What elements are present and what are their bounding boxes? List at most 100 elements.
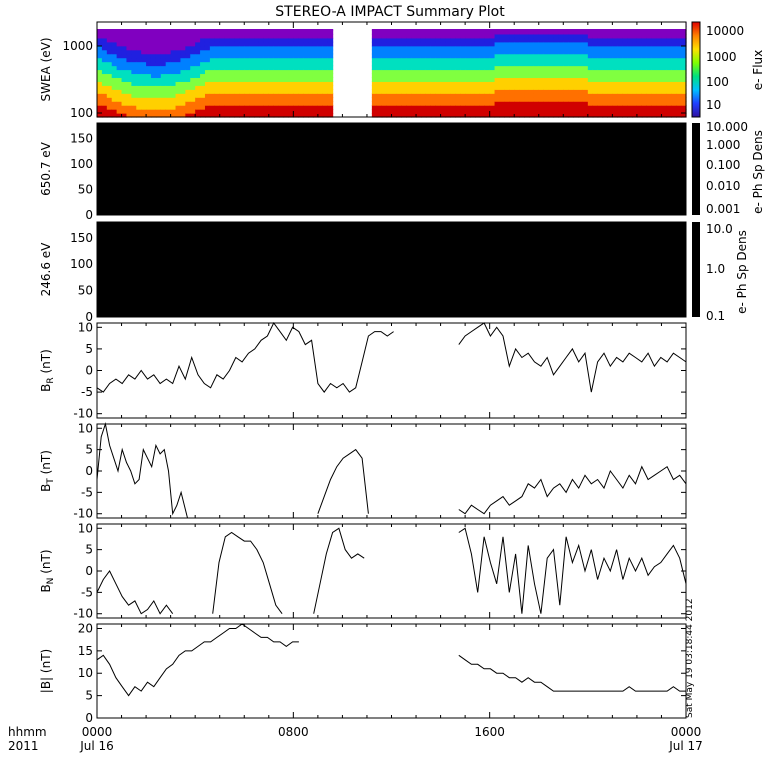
swea-cell — [509, 53, 515, 59]
swea-cell — [234, 65, 240, 71]
swea-cell — [200, 53, 206, 59]
swea-cell — [224, 77, 231, 82]
swea-cell — [278, 113, 285, 118]
swea-cell — [671, 41, 677, 47]
swea-cell — [288, 89, 294, 94]
swea-cell — [146, 33, 152, 39]
swea-cell — [214, 81, 221, 86]
swea-cell — [470, 37, 476, 43]
swea-cell — [671, 69, 677, 75]
swea-cell — [582, 73, 589, 79]
swea-cell — [190, 97, 196, 102]
swea-cell — [381, 29, 388, 35]
swea-cell — [254, 65, 260, 71]
swea-cell — [150, 93, 157, 98]
swea-cell — [602, 81, 609, 86]
swea-cell — [185, 81, 191, 86]
swea-cell — [440, 93, 447, 98]
swea-cell — [317, 81, 324, 86]
swea-cell — [474, 49, 481, 55]
swea-cell — [195, 105, 201, 110]
swea-cell — [288, 85, 294, 90]
swea-cell — [229, 69, 236, 75]
swea-cell — [681, 29, 687, 35]
swea-cell — [391, 37, 398, 43]
swea-cell — [578, 53, 584, 59]
swea-cell — [563, 105, 569, 110]
swea-cell — [126, 29, 132, 35]
swea-cell — [190, 45, 196, 51]
swea-cell — [479, 29, 486, 35]
swea-cell — [627, 53, 633, 59]
swea-cell — [509, 65, 515, 71]
swea-cell — [381, 113, 388, 118]
swea-cell — [411, 49, 417, 55]
swea-cell — [592, 77, 599, 82]
swea-cell — [116, 69, 123, 75]
swea-cell — [582, 113, 589, 118]
swea-cell — [214, 101, 221, 106]
swea-cell — [190, 81, 196, 86]
swea-cell — [146, 29, 152, 35]
swea-cell — [283, 29, 290, 35]
time-axis-label-hhmm: hhmm — [8, 725, 47, 739]
swea-cell — [116, 101, 123, 106]
swea-cell — [651, 77, 658, 82]
swea-cell — [558, 81, 564, 86]
swea-cell — [597, 73, 604, 79]
swea-cell — [617, 101, 623, 106]
swea-cell — [519, 53, 525, 59]
swea-cell — [224, 93, 231, 98]
swea-cell — [116, 41, 123, 47]
swea-cell — [185, 65, 191, 71]
swea-cell — [528, 45, 535, 51]
swea-cell — [150, 81, 157, 86]
swea-cell — [214, 85, 221, 90]
swea-cell — [136, 53, 142, 59]
swea-cell — [470, 53, 476, 59]
swea-cell — [209, 109, 216, 114]
swea-cell — [249, 89, 255, 94]
swea-cell — [460, 113, 466, 118]
swea-cell — [160, 57, 167, 63]
swea-cell — [224, 85, 231, 90]
swea-cell — [425, 29, 432, 35]
swea-cell — [126, 97, 132, 102]
swea-cell — [607, 65, 613, 71]
swea-cell — [175, 73, 182, 79]
swea-cell — [303, 45, 309, 51]
swea-cell — [170, 85, 177, 90]
swea-cell — [656, 89, 663, 94]
swea-cell — [641, 109, 648, 114]
swea-cell — [440, 97, 447, 102]
swea-cell — [622, 33, 628, 39]
swea-cell — [317, 101, 324, 106]
swea-cell — [587, 105, 594, 110]
swea-cell — [646, 37, 653, 43]
swea-cell — [524, 109, 530, 114]
swea-cell — [671, 89, 677, 94]
swea-cell — [214, 109, 221, 114]
swea-cell — [97, 85, 103, 90]
swea-cell — [519, 73, 525, 79]
swea-cell — [278, 97, 285, 102]
swea-cell — [568, 37, 574, 43]
swea-cell — [651, 105, 658, 110]
bmag-frame — [96, 623, 687, 719]
swea-cell — [106, 41, 113, 47]
swea-cell — [582, 89, 589, 94]
swea-cell — [597, 77, 604, 82]
swea-cell — [411, 73, 417, 79]
swea-cell — [435, 53, 442, 59]
swea-cell — [573, 69, 579, 75]
swea-cell — [209, 65, 216, 71]
swea-cell — [509, 93, 515, 98]
swea-cell — [170, 69, 177, 75]
swea-cell — [597, 65, 604, 71]
swea-cell — [244, 29, 250, 35]
swea-cell — [411, 65, 417, 71]
swea-cell — [416, 69, 422, 75]
swea-cell — [509, 57, 515, 63]
swea-cell — [592, 41, 599, 47]
swea-cell — [641, 93, 648, 98]
